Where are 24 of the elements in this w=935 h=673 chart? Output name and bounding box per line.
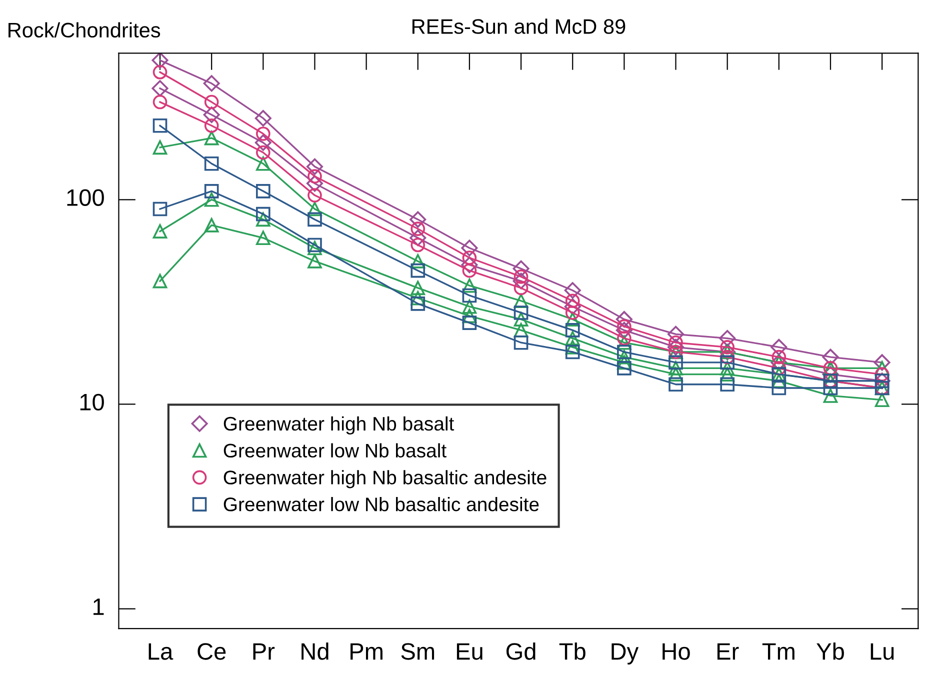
- chart-title: REEs-Sun and McD 89: [412, 18, 626, 34]
- x-tick-label: La: [148, 643, 174, 660]
- x-tick-label: Pr: [253, 643, 275, 660]
- x-tick-label: Tb: [559, 642, 586, 660]
- x-tick-label: Er: [717, 643, 739, 660]
- legend-label: Greenwater high Nb basaltic andesite: [224, 470, 546, 488]
- legend-label: Greenwater high Nb basalt: [224, 416, 454, 434]
- y-axis-title: Rock/Chondrites: [8, 22, 160, 38]
- legend-label: Greenwater low Nb basaltic andesite: [224, 497, 539, 512]
- y-tick-label: 1: [94, 598, 104, 615]
- legend-label: Greenwater low Nb basalt: [224, 443, 446, 458]
- x-tick-label: Lu: [870, 643, 894, 660]
- x-tick-label: Ce: [198, 643, 226, 660]
- x-tick-label: Dy: [612, 643, 639, 664]
- x-tick-label: Ho: [662, 643, 690, 660]
- y-tick-label: 100: [67, 189, 104, 206]
- x-tick-label: Eu: [456, 643, 482, 660]
- x-tick-label: Tm: [762, 643, 794, 660]
- x-tick-label: Nd: [302, 642, 328, 660]
- y-tick-label: 10: [80, 394, 104, 411]
- x-tick-label: Yb: [816, 642, 844, 660]
- x-tick-label: Gd: [506, 642, 536, 660]
- x-tick-label: Pm: [350, 643, 382, 660]
- x-tick-label: Sm: [401, 643, 434, 660]
